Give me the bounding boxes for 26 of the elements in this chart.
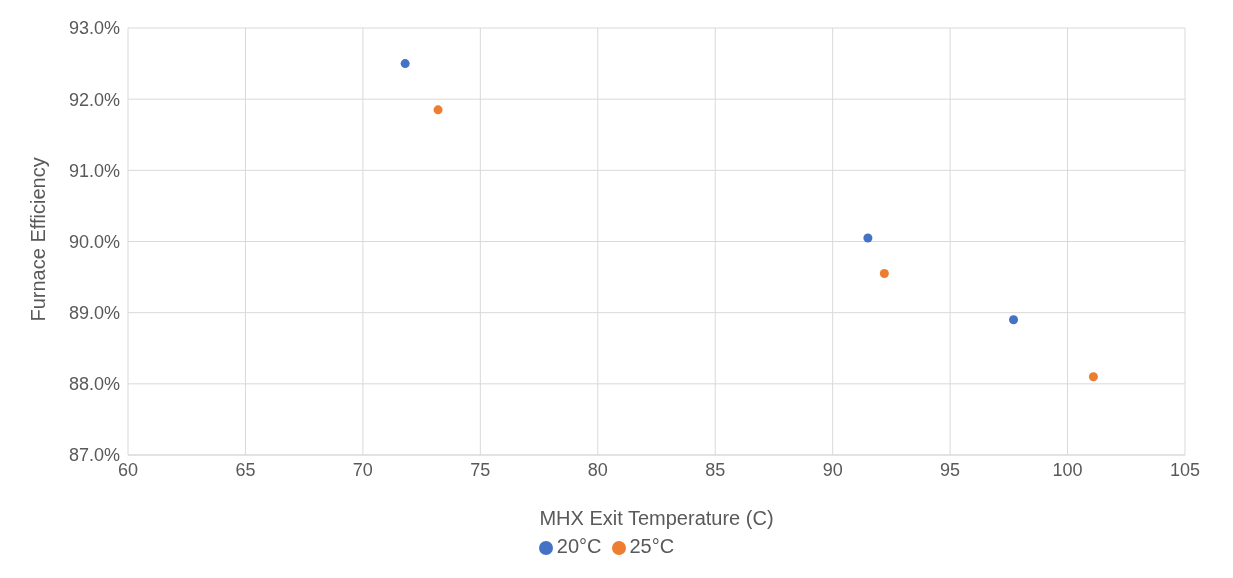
x-tick-label: 90: [822, 459, 843, 480]
x-axis-title: MHX Exit Temperature (C): [539, 507, 774, 529]
legend-label: 20°C: [556, 535, 602, 557]
y-tick-label: 90.0%: [68, 231, 120, 252]
point: [879, 269, 889, 279]
y-tick-label: 92.0%: [68, 89, 120, 110]
x-tick-label: 75: [470, 459, 491, 480]
x-tick-label: 95: [940, 459, 961, 480]
y-axis-title: Furnace Efficiency: [27, 157, 50, 322]
x-tick-label: 70: [352, 459, 373, 480]
x-tick-label: 65: [235, 459, 256, 480]
y-tick-label: 88.0%: [68, 374, 120, 395]
legend-label: 25°C: [629, 535, 675, 557]
x-tick-label: 85: [705, 459, 726, 480]
point: [400, 59, 410, 69]
x-tick-label: 100: [1052, 459, 1083, 480]
point: [433, 105, 443, 115]
point: [1088, 372, 1098, 382]
y-tick-label: 89.0%: [68, 303, 120, 324]
y-tick-label: 91.0%: [68, 160, 120, 181]
x-tick-label: 80: [587, 459, 608, 480]
point: [863, 233, 873, 243]
point: [1009, 315, 1019, 325]
y-tick-label: 87.0%: [68, 445, 120, 466]
x-tick-label: 105: [1169, 459, 1201, 480]
y-tick-label: 93.0%: [68, 18, 120, 39]
